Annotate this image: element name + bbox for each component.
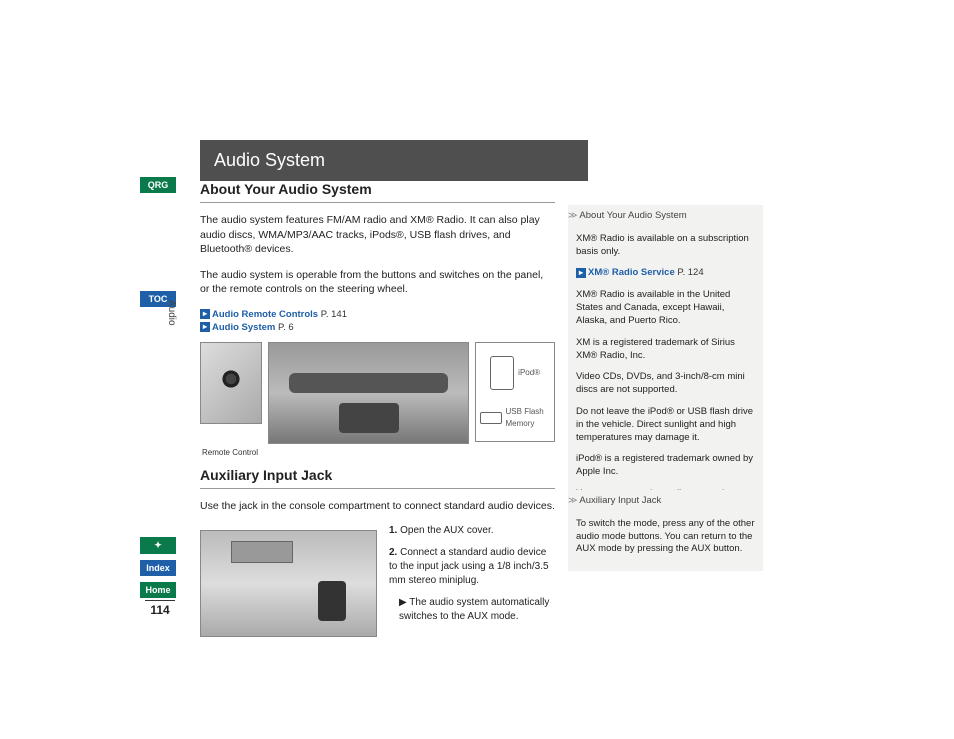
tab-voice-icon[interactable]: ✦ xyxy=(140,537,176,554)
sidebar-aux-head: Auxiliary Input Jack xyxy=(568,490,763,512)
ipod-icon xyxy=(490,356,514,390)
link-audio-system[interactable]: ▸Audio System P. 6 xyxy=(200,321,555,334)
figure-remote-control xyxy=(200,342,262,424)
step-result: ▶ The audio system automatically switche… xyxy=(389,596,555,624)
side-p4: Video CDs, DVDs, and 3-inch/8-cm mini di… xyxy=(576,371,755,397)
figure-ipod-usb: iPod® USB Flash Memory xyxy=(475,342,555,442)
side-p2: XM® Radio is available in the United Sta… xyxy=(576,289,755,327)
side-p5: Do not leave the iPod® or USB flash driv… xyxy=(576,406,755,444)
usb-label: USB Flash Memory xyxy=(506,406,550,428)
section-label: Audio xyxy=(166,300,177,326)
ipod-label: iPod® xyxy=(518,367,540,378)
figure-dashboard xyxy=(268,342,469,444)
tab-qrg[interactable]: QRG xyxy=(140,177,176,193)
step1-num: 1. xyxy=(389,525,397,536)
step1-text: Open the AUX cover. xyxy=(400,525,493,536)
link-audio-remote-page: P. 141 xyxy=(321,309,347,320)
sidebar-about-head: About Your Audio System xyxy=(568,205,763,227)
link-arrow-icon: ▸ xyxy=(576,268,586,278)
side-p3: XM is a registered trademark of Sirius X… xyxy=(576,337,755,363)
link-xm-radio[interactable]: ▸XM® Radio Service P. 124 xyxy=(576,267,755,280)
link-xm-page: P. 124 xyxy=(677,267,703,278)
page-number: 114 xyxy=(145,600,175,617)
link-audio-remote-label: Audio Remote Controls xyxy=(212,309,318,320)
aux-para-1: Use the jack in the console compartment … xyxy=(200,499,555,514)
about-para-2: The audio system is operable from the bu… xyxy=(200,268,555,297)
link-xm-label: XM® Radio Service xyxy=(588,267,675,278)
section-title-aux: Auxiliary Input Jack xyxy=(200,466,555,489)
sidebar-aux: Auxiliary Input Jack To switch the mode,… xyxy=(568,490,763,571)
side-p1: XM® Radio is available on a subscription… xyxy=(576,233,755,259)
tab-index[interactable]: Index xyxy=(140,560,176,576)
link-arrow-icon: ▸ xyxy=(200,322,210,332)
usb-icon xyxy=(480,412,501,424)
page-header: Audio System xyxy=(200,140,588,181)
tab-home[interactable]: Home xyxy=(140,582,176,598)
link-audio-remote[interactable]: ▸Audio Remote Controls P. 141 xyxy=(200,308,555,321)
link-audio-system-page: P. 6 xyxy=(278,322,294,333)
about-para-1: The audio system features FM/AM radio an… xyxy=(200,213,555,257)
main-column: About Your Audio System The audio system… xyxy=(200,180,555,637)
side2-p1: To switch the mode, press any of the oth… xyxy=(576,518,755,556)
link-arrow-icon: ▸ xyxy=(200,309,210,319)
link-audio-system-label: Audio System xyxy=(212,322,275,333)
section-title-about: About Your Audio System xyxy=(200,180,555,203)
figure-row-about: Remote Control iPod® USB Flash Memory xyxy=(200,342,555,444)
figure-aux-jack xyxy=(200,530,377,637)
step2-text: Connect a standard audio device to the i… xyxy=(389,547,549,586)
aux-steps: 1. Open the AUX cover. 2. Connect a stan… xyxy=(389,524,555,637)
step2-num: 2. xyxy=(389,547,397,558)
figure-remote-caption: Remote Control xyxy=(200,447,260,458)
side-p6: iPod® is a registered trademark owned by… xyxy=(576,453,755,479)
